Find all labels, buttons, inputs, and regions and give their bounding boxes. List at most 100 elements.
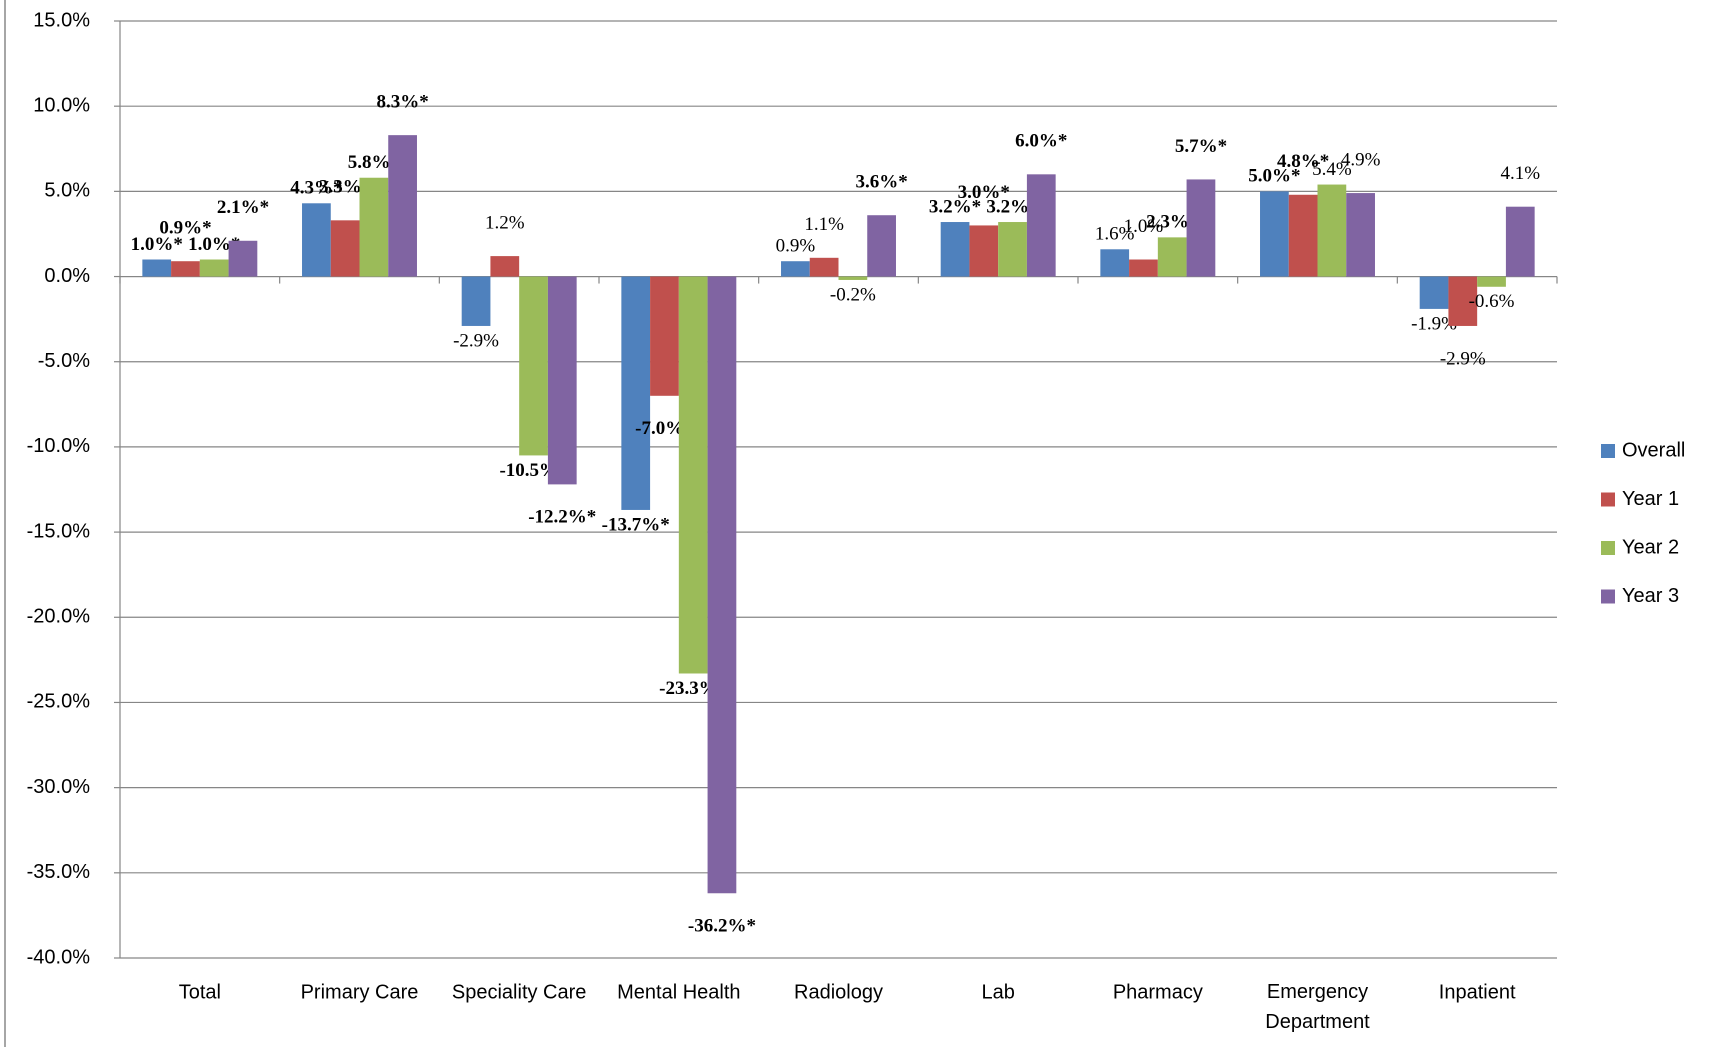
legend-swatch xyxy=(1601,541,1615,555)
bar xyxy=(490,256,520,277)
bar xyxy=(1186,179,1216,277)
data-label: 2.1%* xyxy=(217,197,269,218)
bar xyxy=(707,276,737,894)
x-tick-label: Primary Care xyxy=(301,981,419,1003)
bar xyxy=(621,276,651,510)
y-tick-label: -35.0% xyxy=(27,861,91,883)
bar xyxy=(781,261,810,277)
bar xyxy=(940,222,970,277)
y-tick-label: -40.0% xyxy=(27,946,91,968)
data-label: 3.6%* xyxy=(855,172,907,193)
bar xyxy=(171,261,200,277)
bar xyxy=(1419,276,1449,309)
bar xyxy=(547,276,577,485)
y-tick-label: -20.0% xyxy=(27,606,91,628)
data-label: 5.0%* xyxy=(1248,166,1300,187)
data-label: 6.0%* xyxy=(1015,131,1067,152)
data-label: -0.6% xyxy=(1469,291,1515,312)
data-label: 4.9% xyxy=(1341,149,1381,170)
data-label: 0.9% xyxy=(776,236,816,257)
data-label: -2.9% xyxy=(453,330,499,351)
bar xyxy=(1448,276,1478,326)
data-label: -1.9% xyxy=(1411,313,1457,334)
bar xyxy=(1260,191,1289,277)
data-label: 0.9%* xyxy=(159,218,211,239)
bar xyxy=(302,203,331,277)
data-label: 5.7%* xyxy=(1175,136,1227,157)
bar xyxy=(1317,184,1347,277)
data-label: 4.3%* xyxy=(290,178,342,199)
data-label: 3.0%* xyxy=(958,182,1010,203)
data-label: -0.2% xyxy=(830,284,876,305)
bar xyxy=(1477,276,1506,287)
y-tick-label: 15.0% xyxy=(33,9,90,31)
data-label: -12.2%* xyxy=(528,507,596,528)
bar xyxy=(330,220,360,277)
bar xyxy=(998,222,1027,277)
y-tick-label: 5.0% xyxy=(44,180,90,202)
bar xyxy=(1288,194,1318,277)
bar xyxy=(650,276,679,396)
data-label: 1.2% xyxy=(485,212,525,233)
legend-label: Year 2 xyxy=(1622,536,1679,558)
legend-label: Year 1 xyxy=(1622,488,1679,510)
data-label: -13.7%* xyxy=(602,514,670,535)
data-label: 2.3%* xyxy=(1146,212,1198,233)
y-tick-label: -5.0% xyxy=(38,350,90,372)
bar xyxy=(1505,206,1535,277)
bar xyxy=(142,259,172,277)
bar xyxy=(519,276,548,456)
y-tick-label: 10.0% xyxy=(33,94,90,116)
data-label: 4.1% xyxy=(1500,163,1540,184)
y-tick-label: 0.0% xyxy=(44,265,90,287)
bar xyxy=(838,276,868,280)
bar xyxy=(678,276,708,674)
legend-swatch xyxy=(1601,444,1615,458)
x-tick-label: Total xyxy=(179,981,221,1003)
data-label: 1.6% xyxy=(1095,224,1135,245)
bar xyxy=(1026,174,1056,277)
data-label: 3.3%* xyxy=(319,177,371,198)
y-tick-label: -10.0% xyxy=(27,435,91,457)
data-label: 3.2%* xyxy=(986,196,1038,217)
x-tick-label: Radiology xyxy=(794,981,883,1003)
data-label: 1.0%* xyxy=(188,234,240,255)
bar xyxy=(359,177,389,277)
data-label: -36.2%* xyxy=(688,916,756,937)
data-label: 5.8%* xyxy=(348,152,400,173)
data-label: 1.0%* xyxy=(131,234,183,255)
data-label: 1.1% xyxy=(804,214,844,235)
y-tick-label: -15.0% xyxy=(27,520,91,542)
bar xyxy=(388,135,417,277)
x-tick-label: Pharmacy xyxy=(1113,981,1203,1003)
bar xyxy=(1157,237,1187,277)
bar xyxy=(1129,259,1158,277)
x-tick-label: Speciality Care xyxy=(452,981,587,1003)
bar xyxy=(1346,193,1375,277)
bar xyxy=(867,215,896,277)
data-label: 4.8%* xyxy=(1277,151,1329,172)
bar xyxy=(1100,249,1130,277)
x-tick-label: Inpatient xyxy=(1439,981,1516,1003)
legend-swatch xyxy=(1601,492,1615,507)
bar xyxy=(461,276,491,326)
x-tick-label: Emergency Department xyxy=(1265,981,1370,1033)
bar xyxy=(199,259,229,277)
data-label: 5.4% xyxy=(1312,159,1352,180)
data-label: 3.2%* xyxy=(929,196,981,217)
legend-label: Overall xyxy=(1622,439,1685,461)
bar xyxy=(969,225,999,277)
legend-label: Year 3 xyxy=(1622,585,1679,607)
y-tick-label: -25.0% xyxy=(27,691,91,713)
data-label: -2.9% xyxy=(1440,348,1486,369)
data-label: 1.0% xyxy=(1124,216,1164,237)
legend-swatch xyxy=(1601,589,1615,604)
data-label: 8.3%* xyxy=(376,92,428,113)
bar xyxy=(809,257,839,277)
x-tick-label: Mental Health xyxy=(617,981,740,1003)
y-tick-label: -30.0% xyxy=(27,776,91,798)
bar xyxy=(228,240,258,277)
x-tick-label: Lab xyxy=(981,981,1014,1003)
